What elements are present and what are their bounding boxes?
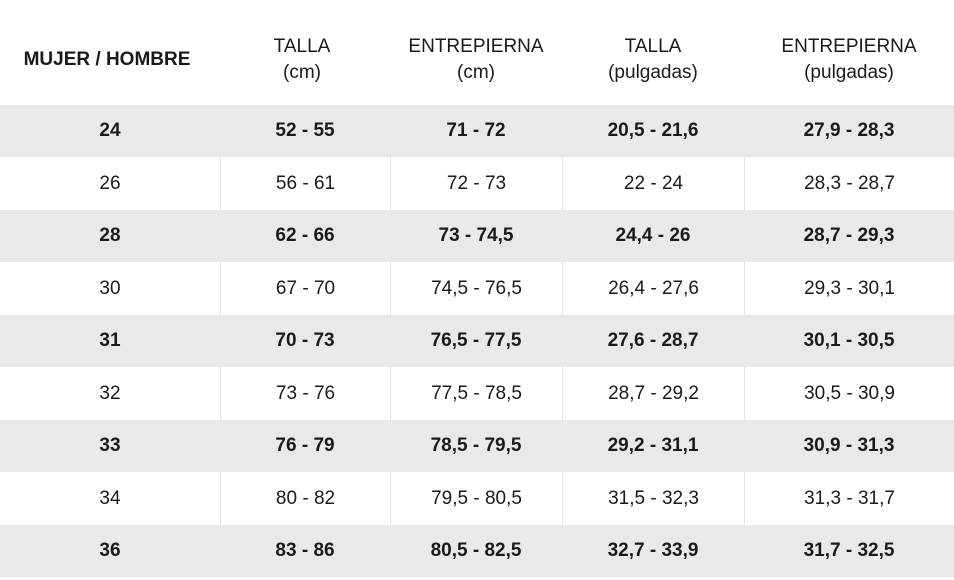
table-row: 24 52 - 55 71 - 72 20,5 - 21,6 27,9 - 28…: [0, 105, 954, 157]
table-row: 32 73 - 76 77,5 - 78,5 28,7 - 29,2 30,5 …: [0, 367, 954, 420]
table-cell: 30,1 - 30,5: [803, 330, 895, 351]
header-label: MUJER / HOMBRE: [23, 48, 191, 70]
table-cell: 31,7 - 32,5: [803, 540, 895, 561]
table-cell: 33: [99, 435, 121, 456]
table-cell: 29,3 - 30,1: [744, 262, 954, 315]
header-unit: (cm): [283, 61, 321, 83]
table-row: 31 70 - 73 76,5 - 77,5 27,6 - 28,7 30,1 …: [0, 315, 954, 367]
table-cell: 79,5 - 80,5: [390, 472, 562, 525]
table-cell: 73 - 76: [220, 367, 390, 420]
header-label: TALLA: [273, 35, 331, 57]
table-cell: 30,5 - 30,9: [744, 367, 954, 420]
table-cell: 32,7 - 33,9: [607, 540, 699, 561]
table-cell: 78,5 - 79,5: [430, 435, 522, 456]
table-cell: 20,5 - 21,6: [607, 120, 699, 141]
table-cell: 27,6 - 28,7: [607, 330, 699, 351]
header-label: TALLA: [624, 35, 682, 57]
table-cell: 31: [99, 330, 121, 351]
table-row: 33 76 - 79 78,5 - 79,5 29,2 - 31,1 30,9 …: [0, 420, 954, 472]
header-talla-cm: TALLA (cm): [214, 20, 390, 86]
table-cell: 80 - 82: [220, 472, 390, 525]
header-label: ENTREPIERNA: [408, 35, 544, 57]
table-row: 34 80 - 82 79,5 - 80,5 31,5 - 32,3 31,3 …: [0, 472, 954, 525]
table-cell: 56 - 61: [220, 157, 390, 210]
table-cell: 28,7 - 29,2: [562, 367, 744, 420]
table-header-row: MUJER / HOMBRE TALLA (cm) ENTREPIERNA (c…: [0, 0, 954, 105]
table-cell: 80,5 - 82,5: [430, 540, 522, 561]
table-cell: 24: [99, 120, 121, 141]
table-cell: 22 - 24: [562, 157, 744, 210]
header-unit: (pulgadas): [608, 61, 698, 83]
table-row: 26 56 - 61 72 - 73 22 - 24 28,3 - 28,7: [0, 157, 954, 210]
table-cell: 34: [99, 487, 121, 509]
table-cell: 72 - 73: [390, 157, 562, 210]
table-cell: 52 - 55: [275, 120, 335, 141]
header-entrepierna-pulgadas: ENTREPIERNA (pulgadas): [744, 20, 954, 86]
table-cell: 30,9 - 31,3: [803, 435, 895, 456]
table-cell: 30: [99, 277, 121, 299]
header-unit: (cm): [457, 61, 495, 83]
header-unit: (pulgadas): [804, 61, 894, 83]
table-cell: 70 - 73: [275, 330, 335, 351]
table-cell: 73 - 74,5: [438, 225, 514, 246]
table-cell: 32: [99, 382, 121, 404]
table-cell: 28,3 - 28,7: [744, 157, 954, 210]
table-row: 30 67 - 70 74,5 - 76,5 26,4 - 27,6 29,3 …: [0, 262, 954, 315]
table-cell: 29,2 - 31,1: [607, 435, 699, 456]
table-cell: 28: [99, 225, 121, 246]
table-cell: 31,3 - 31,7: [744, 472, 954, 525]
table-cell: 26,4 - 27,6: [562, 262, 744, 315]
table-cell: 62 - 66: [275, 225, 335, 246]
table-cell: 26: [99, 172, 121, 194]
table-cell: 74,5 - 76,5: [390, 262, 562, 315]
table-cell: 31,5 - 32,3: [562, 472, 744, 525]
header-entrepierna-cm: ENTREPIERNA (cm): [390, 20, 562, 86]
header-talla-pulgadas: TALLA (pulgadas): [562, 20, 744, 86]
table-cell: 83 - 86: [275, 540, 335, 561]
table-cell: 67 - 70: [220, 262, 390, 315]
header-mujer-hombre: MUJER / HOMBRE: [0, 33, 214, 73]
table-cell: 77,5 - 78,5: [390, 367, 562, 420]
header-label: ENTREPIERNA: [781, 35, 917, 57]
table-cell: 76,5 - 77,5: [430, 330, 522, 351]
table-cell: 24,4 - 26: [615, 225, 691, 246]
table-cell: 36: [99, 540, 121, 561]
table-row: 36 83 - 86 80,5 - 82,5 32,7 - 33,9 31,7 …: [0, 525, 954, 577]
table-cell: 71 - 72: [446, 120, 506, 141]
table-cell: 27,9 - 28,3: [803, 120, 895, 141]
table-cell: 76 - 79: [275, 435, 335, 456]
table-cell: 28,7 - 29,3: [803, 225, 895, 246]
table-row: 28 62 - 66 73 - 74,5 24,4 - 26 28,7 - 29…: [0, 210, 954, 262]
